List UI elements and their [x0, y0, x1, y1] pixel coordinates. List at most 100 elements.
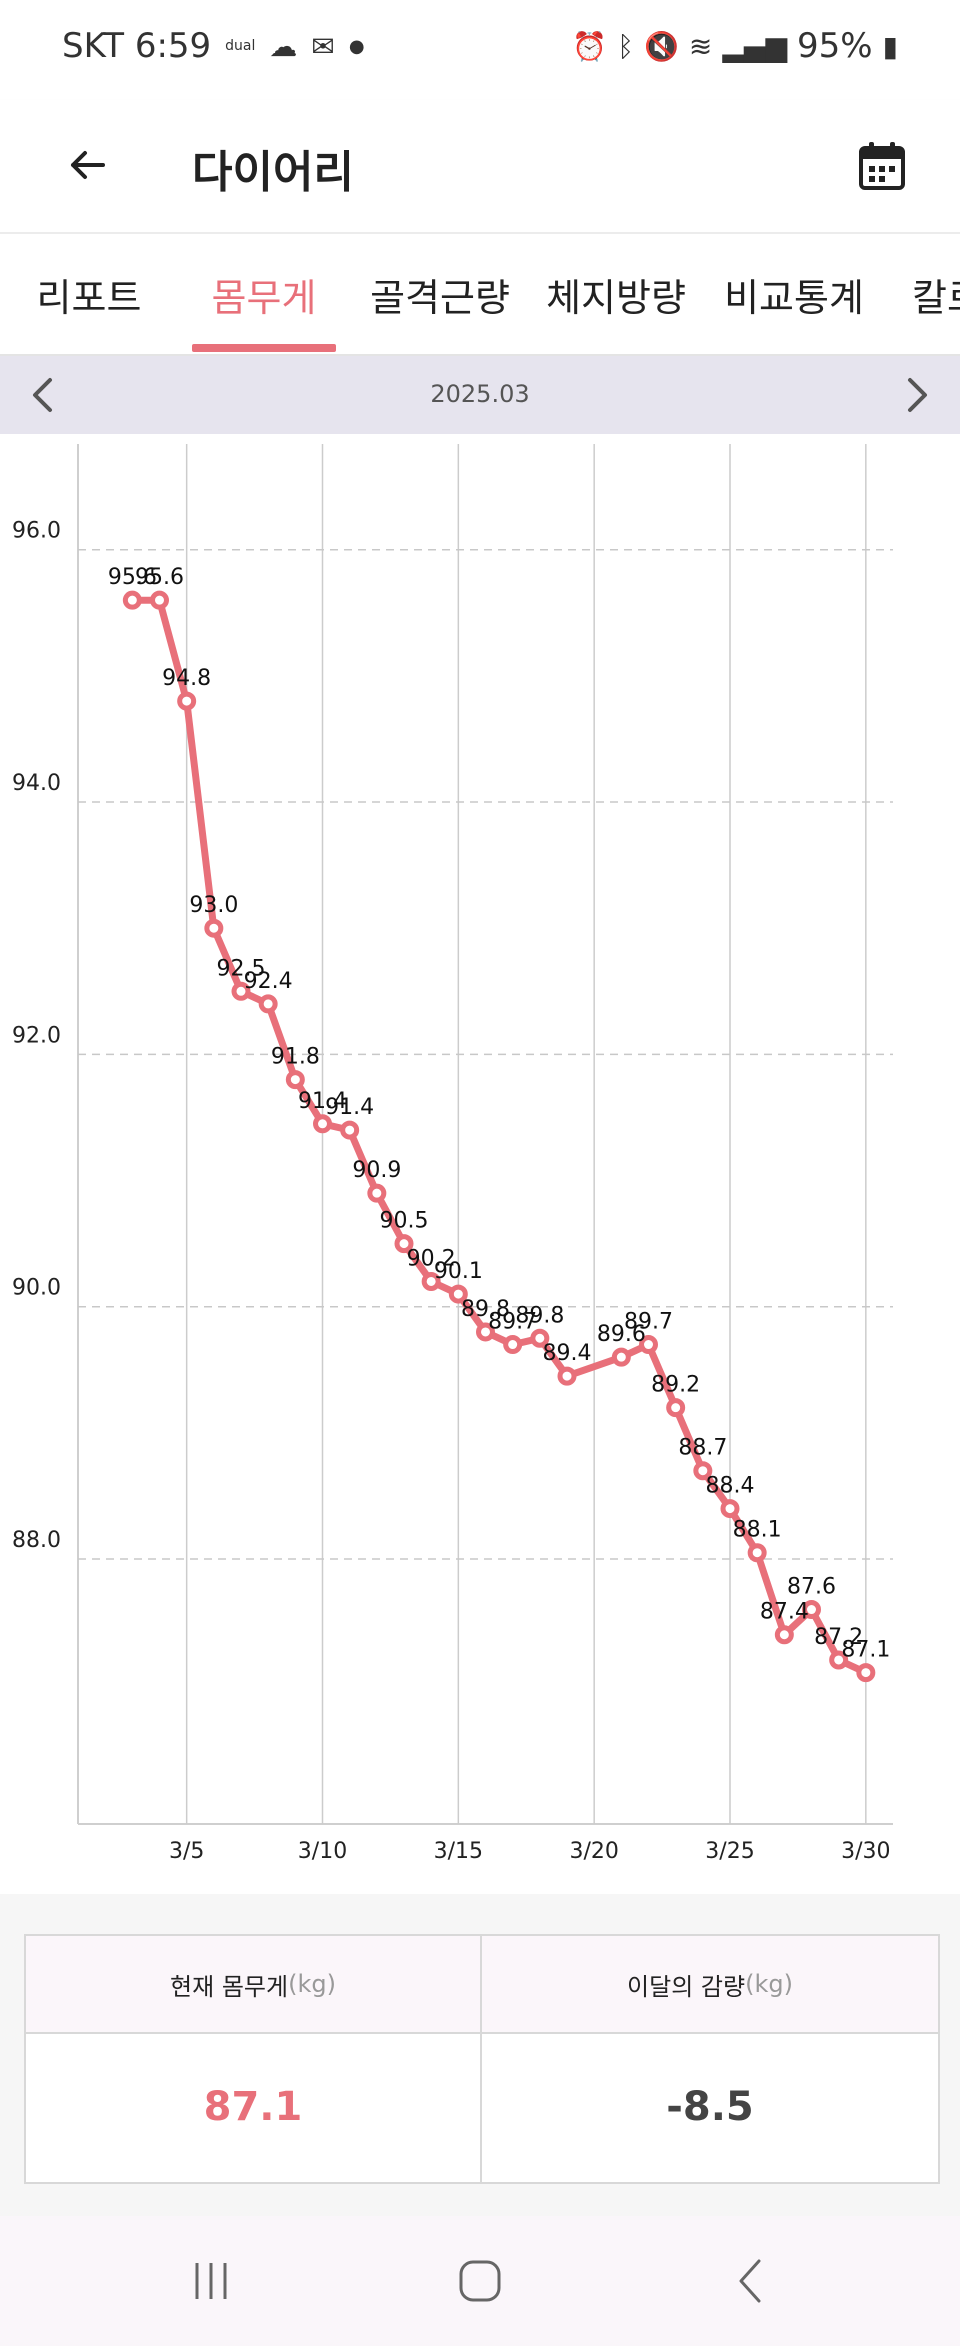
data-label: 90.2 [407, 1246, 456, 1271]
carrier-time: SKT 6:59 [62, 26, 212, 66]
x-tick-label: 3/5 [169, 1839, 204, 1864]
tab-weight[interactable]: 몸무게 [211, 275, 317, 320]
gmail-icon: ✉ [311, 29, 335, 63]
monthly-loss-value: -8.5 [666, 2084, 754, 2130]
home-icon [459, 2260, 501, 2302]
status-bar: SKT 6:59 dual ☁ ✉ ● ⏰ ᛒ 🔇 ≋ ▂▄▆ 95% ▮ [0, 0, 960, 100]
dot-icon: ● [348, 35, 365, 57]
tab-calorie[interactable]: 칼로 [912, 275, 960, 320]
x-tick-label: 3/30 [841, 1839, 890, 1864]
data-point [394, 1234, 414, 1254]
data-label: 91.4 [298, 1089, 347, 1114]
dual-sim-icon: dual [225, 38, 256, 54]
tab-compare-stats[interactable]: 비교통계 [724, 275, 864, 320]
month-navigator: 2025.03 [0, 356, 960, 434]
weight-series-line [128, 596, 870, 1677]
data-point [557, 1366, 577, 1386]
data-label: 87.2 [814, 1625, 863, 1650]
data-label: 90.1 [434, 1259, 483, 1284]
data-label: 89.8 [461, 1297, 510, 1322]
tab-muscle-mass[interactable]: 골격근량 [370, 275, 510, 320]
tab-bar: 리포트 몸무게 골격근량 체지방량 비교통계 칼로 [0, 234, 960, 356]
data-point [829, 1650, 849, 1670]
page-title: 다이어리 [192, 147, 354, 198]
y-tick-label: 94.0 [12, 771, 61, 796]
tab-body-fat[interactable]: 체지방량 [546, 275, 686, 320]
app-bar: 다이어리 [0, 100, 960, 234]
next-month-button[interactable] [878, 356, 958, 434]
summary-table: 현재 몸무게 (kg) 이달의 감량 (kg) 87.1 -8.5 [24, 1934, 940, 2184]
weather-icon: ☁ [269, 29, 298, 63]
status-right: ⏰ ᛒ 🔇 ≋ ▂▄▆ 95% ▮ [572, 26, 898, 66]
data-point [258, 994, 278, 1014]
data-label: 89.7 [488, 1310, 537, 1335]
calendar-button[interactable] [844, 128, 920, 204]
current-weight-header: 현재 몸무게 (kg) [26, 1936, 480, 2034]
data-point [693, 1461, 713, 1481]
data-point [530, 1328, 550, 1348]
data-label: 88.1 [733, 1518, 782, 1543]
data-point [611, 1347, 631, 1367]
tab-report[interactable]: 리포트 [36, 275, 142, 320]
current-weight-value: 87.1 [203, 2084, 303, 2130]
system-nav-bar [0, 2216, 960, 2346]
data-label: 88.7 [678, 1436, 727, 1461]
data-label: 95.6 [108, 565, 157, 590]
data-label: 89.2 [651, 1373, 700, 1398]
back-nav-button[interactable] [705, 2246, 795, 2316]
data-point [856, 1663, 876, 1683]
weight-line-chart[interactable]: 3/5 3/10 3/15 3/20 3/25 3/30 96.0 94.0 92.0 90.0 8… [0, 434, 960, 1894]
tab-active-indicator [192, 344, 336, 352]
y-tick-label: 92.0 [12, 1023, 61, 1048]
data-label: 95.6 [135, 565, 184, 590]
current-weight-unit: (kg) [288, 1970, 336, 1998]
arrow-left-icon [71, 151, 105, 179]
recent-apps-icon [195, 2263, 227, 2299]
data-label: 92.4 [244, 969, 293, 994]
data-point [503, 1335, 523, 1355]
y-tick-label: 88.0 [12, 1528, 61, 1553]
summary-section: 현재 몸무게 (kg) 이달의 감량 (kg) 87.1 -8.5 [0, 1894, 960, 2216]
battery-icon: ▮ [882, 29, 898, 63]
data-point [122, 590, 142, 610]
data-point [177, 691, 197, 711]
data-point [639, 1335, 658, 1355]
data-label: 89.8 [515, 1303, 564, 1328]
battery-text: 95% [797, 26, 873, 66]
monthly-loss-header: 이달의 감량 (kg) [482, 1936, 938, 2034]
data-label: 92.5 [217, 956, 266, 981]
x-tick-label: 3/25 [705, 1839, 754, 1864]
bluetooth-icon: ᛒ [617, 29, 635, 63]
chevron-left-icon [33, 378, 52, 412]
data-label: 89.6 [597, 1322, 646, 1347]
home-button[interactable] [435, 2246, 525, 2316]
alarm-icon: ⏰ [572, 29, 608, 63]
month-label: 2025.03 [430, 380, 530, 408]
y-tick-label: 90.0 [12, 1276, 61, 1301]
back-button[interactable] [52, 130, 122, 200]
data-point [747, 1543, 767, 1563]
monthly-loss-unit: (kg) [745, 1970, 793, 1998]
data-point [448, 1284, 468, 1304]
back-chevron-icon [739, 2259, 761, 2303]
mute-icon: 🔇 [644, 29, 679, 63]
prev-month-button[interactable] [2, 356, 82, 434]
data-label: 94.8 [162, 666, 211, 691]
recent-apps-button[interactable] [166, 2246, 256, 2316]
monthly-loss-label: 이달의 감량 [627, 1972, 746, 2001]
data-label: 91.4 [325, 1095, 374, 1120]
data-label: 91.8 [271, 1045, 320, 1070]
data-label: 87.6 [787, 1575, 836, 1600]
data-label: 88.4 [706, 1474, 755, 1499]
data-point [421, 1271, 441, 1291]
status-left: SKT 6:59 dual ☁ ✉ ● [62, 26, 365, 66]
chevron-right-icon [908, 378, 927, 412]
data-point [774, 1625, 794, 1645]
data-label: 89.7 [624, 1310, 673, 1335]
data-label: 87.1 [841, 1638, 890, 1663]
data-point [802, 1600, 821, 1620]
data-point [476, 1322, 495, 1342]
data-point [367, 1183, 387, 1203]
data-point [231, 981, 251, 1001]
data-point [666, 1398, 686, 1418]
